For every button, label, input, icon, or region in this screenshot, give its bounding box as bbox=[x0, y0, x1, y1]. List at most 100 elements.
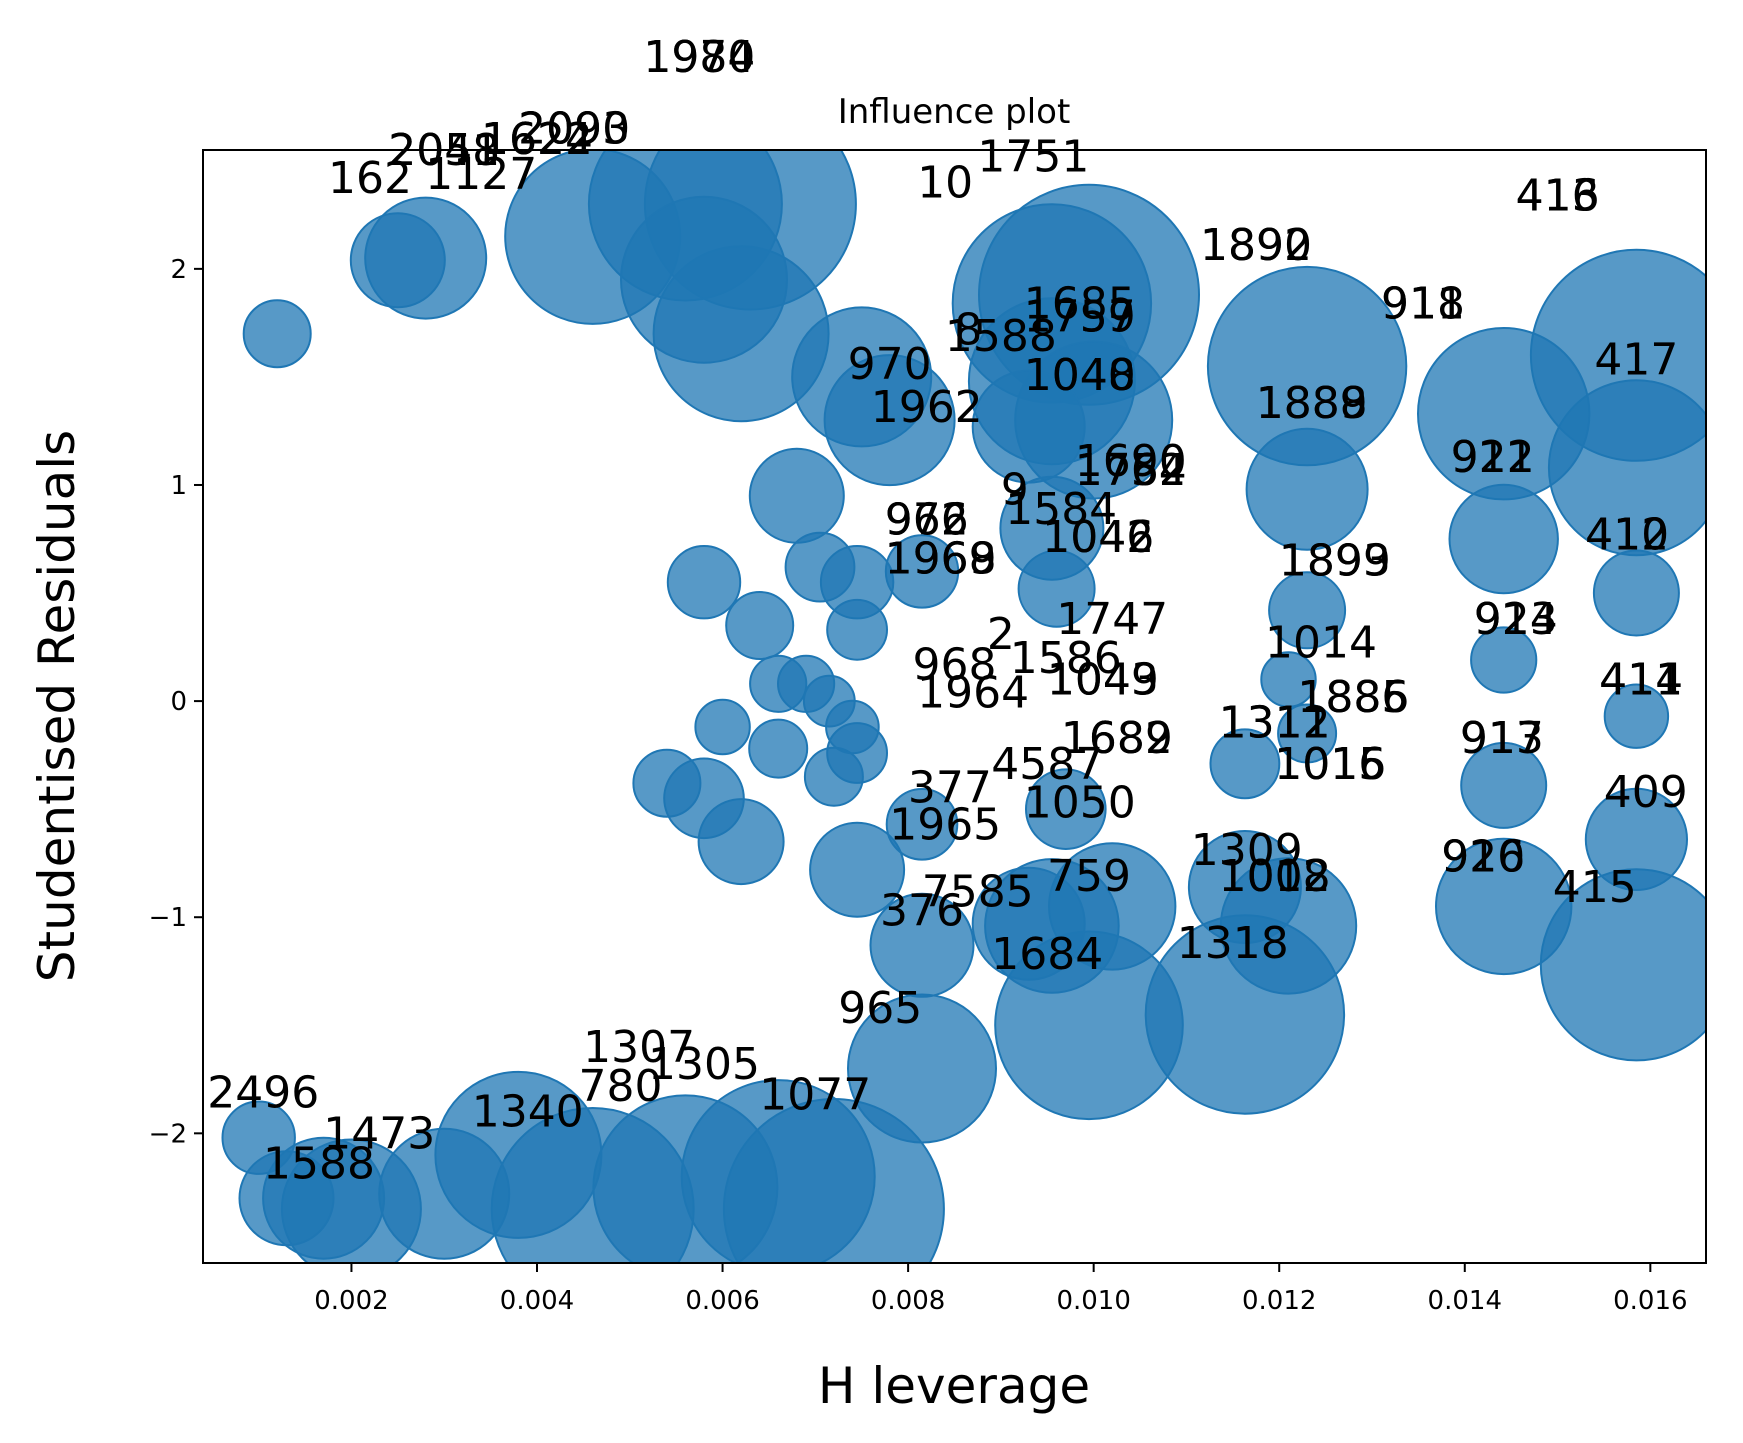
point-label: 2 bbox=[987, 609, 1015, 660]
point-label: 1892 bbox=[1200, 220, 1312, 271]
point-label: 1318 bbox=[1177, 918, 1289, 969]
data-point bbox=[666, 545, 742, 620]
point-label: 2496 bbox=[207, 1067, 319, 1118]
data-point bbox=[1584, 787, 1689, 892]
point-label: 416 bbox=[1516, 170, 1600, 221]
point-label: 1624 bbox=[481, 114, 593, 165]
data-point bbox=[885, 788, 959, 861]
data-point bbox=[869, 892, 975, 998]
point-label: 918 bbox=[1381, 278, 1465, 329]
point-label: 414 bbox=[1599, 655, 1683, 706]
data-point bbox=[1470, 626, 1538, 694]
point-label: 4587 bbox=[991, 739, 1103, 790]
data-point bbox=[349, 212, 446, 309]
point-label: 1968 bbox=[885, 534, 997, 585]
data-point bbox=[1435, 837, 1573, 976]
data-point bbox=[1260, 651, 1317, 708]
point-label: 1008 bbox=[1219, 851, 1331, 902]
point-label: 1014 bbox=[1265, 618, 1377, 669]
point-label: 412 bbox=[1585, 510, 1669, 561]
point-label: 1586 bbox=[1010, 633, 1122, 684]
point-label: 976 bbox=[885, 495, 969, 546]
point-label: 1965 bbox=[889, 799, 1001, 850]
point-label: 2048 bbox=[388, 125, 500, 176]
point-label: 1016 bbox=[1274, 739, 1386, 790]
point-label: 965 bbox=[838, 983, 922, 1034]
data-point bbox=[826, 598, 888, 661]
point-label: 923 bbox=[1474, 594, 1558, 645]
data-point bbox=[802, 674, 856, 728]
data-points bbox=[221, 150, 1706, 1263]
point-label: 913 bbox=[1460, 713, 1544, 764]
data-point bbox=[1209, 728, 1281, 800]
x-tick-label: 0.006 bbox=[685, 1286, 759, 1316]
point-label: 1886 bbox=[1297, 672, 1409, 723]
point-label: 1747 bbox=[1056, 594, 1168, 645]
point-label: 1012 bbox=[1219, 851, 1331, 902]
point-label: 1042 bbox=[1042, 512, 1154, 563]
point-label: 759 bbox=[1047, 851, 1131, 902]
data-point bbox=[1592, 549, 1680, 637]
point-label: 970 bbox=[848, 339, 932, 390]
data-point bbox=[242, 299, 312, 369]
x-tick-label: 0.010 bbox=[1056, 1286, 1130, 1316]
point-label: 1311 bbox=[1219, 698, 1331, 749]
point-label: 917 bbox=[1460, 713, 1544, 764]
point-label: 1340 bbox=[472, 1087, 584, 1138]
point-label: 1751 bbox=[977, 132, 1089, 183]
data-point bbox=[1603, 683, 1670, 749]
data-point bbox=[748, 718, 809, 779]
point-label: 1040 bbox=[1024, 350, 1136, 401]
point-label: 1885 bbox=[1297, 672, 1409, 723]
point-label: 968 bbox=[913, 639, 997, 690]
point-label: 1888 bbox=[1256, 378, 1368, 429]
point-label: 1899 bbox=[1279, 536, 1391, 587]
point-label: 1759 bbox=[1024, 291, 1136, 342]
point-label: 1043 bbox=[1047, 655, 1159, 706]
point-label: 1757 bbox=[1024, 291, 1136, 342]
point-label: 920 bbox=[1441, 832, 1525, 883]
data-point bbox=[1448, 483, 1559, 595]
point-label: 1309 bbox=[1191, 825, 1303, 876]
point-label: 1048 bbox=[1024, 350, 1136, 401]
point-label: 1584 bbox=[1005, 484, 1117, 535]
point-label: 9 bbox=[1001, 464, 1029, 515]
point-label: 1049 bbox=[1047, 655, 1159, 706]
point-label: 415 bbox=[1553, 862, 1637, 913]
point-label: 912 bbox=[1451, 432, 1535, 483]
point-label: 1762 bbox=[1075, 445, 1187, 496]
point-label: 921 bbox=[1451, 432, 1535, 483]
point-label: 2093 bbox=[518, 103, 630, 154]
y-axis-label: Studentised Residuals bbox=[28, 430, 86, 982]
point-label: 1969 bbox=[885, 534, 997, 585]
y-tick-label: −1 bbox=[149, 903, 187, 933]
x-axis-label: H leverage bbox=[818, 1357, 1090, 1415]
point-label: 1889 bbox=[1256, 378, 1368, 429]
data-point bbox=[1245, 427, 1369, 551]
point-label: 1588 bbox=[945, 311, 1057, 362]
point-label: 1964 bbox=[917, 668, 1029, 719]
data-point bbox=[1187, 830, 1302, 944]
y-tick-label: 1 bbox=[170, 471, 187, 501]
point-label: 962 bbox=[885, 495, 969, 546]
data-point bbox=[725, 591, 795, 660]
point-label: 2051 bbox=[388, 125, 500, 176]
data-point bbox=[971, 866, 1086, 981]
point-label: 1473 bbox=[323, 1108, 435, 1159]
data-point bbox=[748, 447, 845, 544]
point-label: 1974 bbox=[643, 32, 755, 83]
x-tick-label: 0.016 bbox=[1613, 1286, 1687, 1316]
point-label: 8 bbox=[954, 304, 982, 355]
x-tick-label: 0.014 bbox=[1428, 1286, 1502, 1316]
point-label: 410 bbox=[1585, 510, 1669, 561]
plot-frame bbox=[202, 149, 1707, 1264]
point-label: 1588 bbox=[263, 1139, 375, 1190]
point-label: 1307 bbox=[583, 1022, 695, 1073]
point-label: 1305 bbox=[648, 1039, 760, 1090]
data-point bbox=[1460, 741, 1548, 829]
point-label: 1312 bbox=[1219, 698, 1331, 749]
data-point bbox=[803, 746, 864, 807]
point-label: 413 bbox=[1516, 170, 1600, 221]
point-label: 916 bbox=[1441, 832, 1525, 883]
